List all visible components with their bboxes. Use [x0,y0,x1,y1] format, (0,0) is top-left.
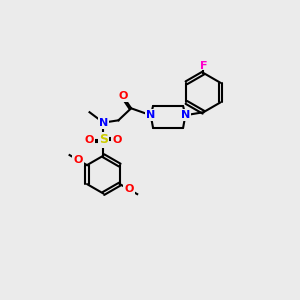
Text: N: N [181,110,190,120]
Text: N: N [99,118,108,128]
Text: O: O [85,135,94,145]
Text: O: O [124,184,134,194]
Text: S: S [99,134,108,146]
Text: O: O [118,91,128,101]
Text: F: F [200,61,207,71]
Text: N: N [146,110,155,120]
Text: O: O [112,135,122,145]
Text: O: O [73,155,83,165]
